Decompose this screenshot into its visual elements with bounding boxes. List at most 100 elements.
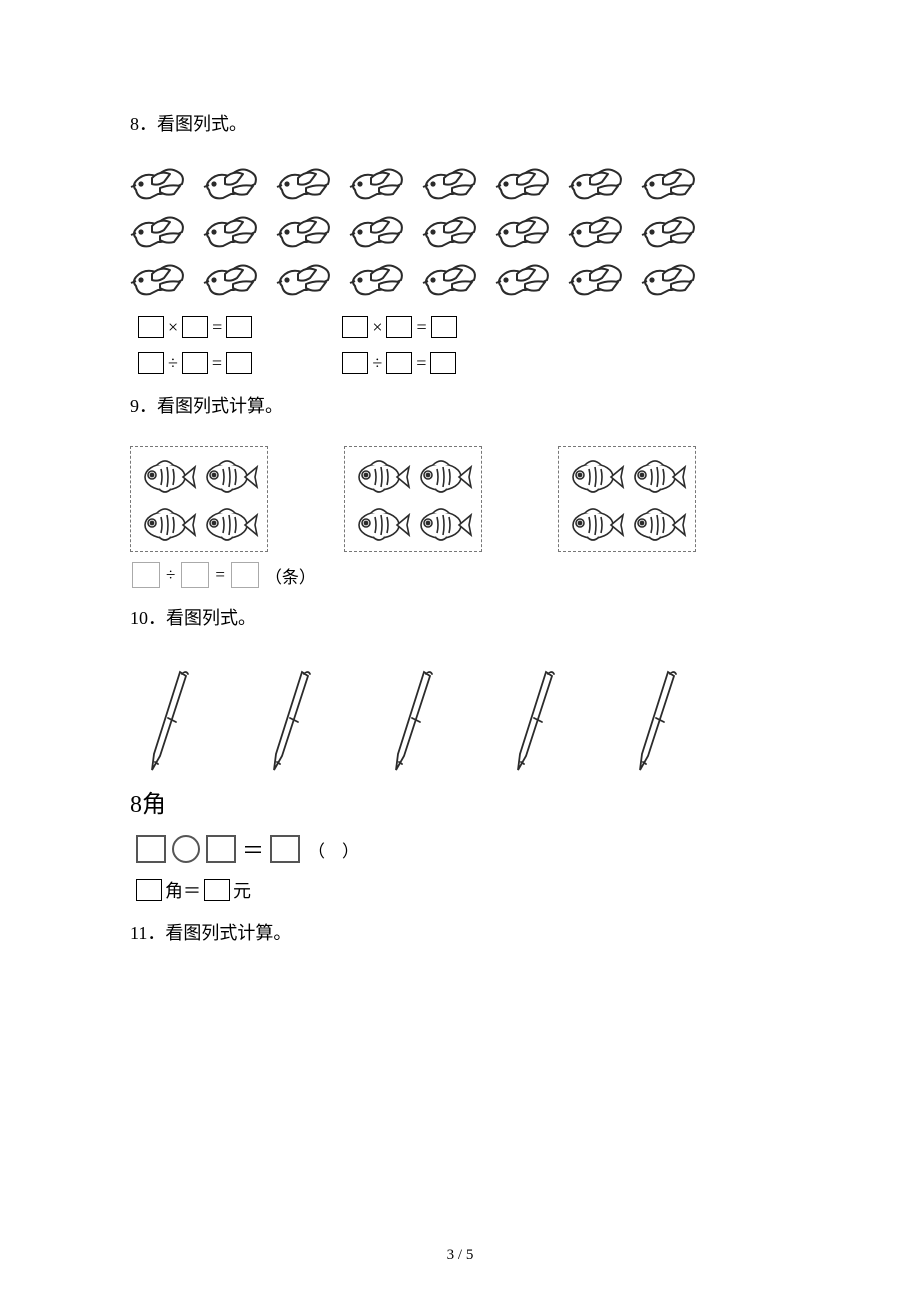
bird-icon-wrap [495, 212, 553, 254]
pen-icon-wrap [382, 666, 442, 776]
bird-icon-wrap [349, 164, 407, 206]
bird-icon-wrap [349, 260, 407, 302]
bird-icon-wrap [130, 260, 188, 302]
bird-icon [130, 164, 188, 206]
unit-label: （条） [265, 563, 316, 588]
op-div: ÷ [166, 565, 175, 585]
bird-icon-wrap [641, 212, 699, 254]
bird-icon-wrap [422, 212, 480, 254]
bird-icon [495, 212, 553, 254]
bird-icon [349, 164, 407, 206]
fish-icon-wrap [353, 453, 411, 497]
pen-icon [382, 666, 442, 776]
q8-bird-row [130, 260, 790, 302]
pen-icon-wrap [504, 666, 564, 776]
bird-icon-wrap [422, 260, 480, 302]
q8-birds-grid [130, 164, 790, 302]
pen-icon-wrap [138, 666, 198, 776]
q10-price: 8角 [130, 784, 790, 819]
answer-box[interactable] [136, 835, 166, 863]
answer-box[interactable] [138, 352, 164, 374]
bird-icon-wrap [203, 164, 261, 206]
answer-box[interactable] [204, 879, 230, 901]
fish-icon-wrap [415, 501, 473, 545]
fish-icon-wrap [629, 501, 687, 545]
fish-icon-wrap [353, 501, 411, 545]
q8-bird-row [130, 164, 790, 206]
bird-icon-wrap [203, 260, 261, 302]
page-number: 3 / 5 [0, 1247, 920, 1264]
answer-box[interactable] [206, 835, 236, 863]
answer-box[interactable] [430, 352, 456, 374]
fish-icon-wrap [415, 453, 473, 497]
pen-icon-wrap [260, 666, 320, 776]
worksheet-page: 8．看图列式。 [0, 0, 920, 1302]
answer-box[interactable] [226, 316, 252, 338]
answer-box[interactable] [138, 316, 164, 338]
bird-icon [349, 212, 407, 254]
bird-icon-wrap [203, 212, 261, 254]
bird-icon [203, 212, 261, 254]
bird-icon-wrap [568, 164, 626, 206]
fish-icon [629, 453, 687, 497]
q9-fish-group [344, 446, 482, 552]
pen-icon [626, 666, 686, 776]
bird-icon-wrap [641, 260, 699, 302]
bird-icon [422, 212, 480, 254]
bird-icon-wrap [276, 164, 334, 206]
bird-icon [568, 164, 626, 206]
fish-icon [139, 501, 197, 545]
bird-icon-wrap [130, 212, 188, 254]
pen-icon [504, 666, 564, 776]
answer-box[interactable] [182, 316, 208, 338]
bird-icon-wrap [422, 164, 480, 206]
answer-box[interactable] [270, 835, 300, 863]
answer-box[interactable] [132, 562, 160, 588]
answer-box[interactable] [181, 562, 209, 588]
q10-title: 10．看图列式。 [130, 604, 790, 630]
bird-icon [495, 164, 553, 206]
q8-eq-left: × = ÷ = [138, 316, 252, 374]
q8-div-left: ÷ = [138, 352, 252, 374]
q8-bird-row [130, 212, 790, 254]
fish-icon [567, 453, 625, 497]
bird-icon-wrap [276, 260, 334, 302]
q8-mult-left: × = [138, 316, 252, 338]
answer-box[interactable] [431, 316, 457, 338]
fish-icon-wrap [567, 453, 625, 497]
bird-icon [276, 164, 334, 206]
op-mult: × [372, 317, 382, 338]
answer-box[interactable] [136, 879, 162, 901]
q9-title: 9．看图列式计算。 [130, 392, 790, 418]
answer-box[interactable] [231, 562, 259, 588]
answer-box[interactable] [226, 352, 252, 374]
q8-eq-right: × = ÷ = [342, 316, 456, 374]
pen-icon-wrap [626, 666, 686, 776]
q8-equations: × = ÷ = × = ÷ [138, 316, 790, 374]
q9-fish-group [130, 446, 268, 552]
fish-icon-wrap [139, 501, 197, 545]
fish-icon [567, 501, 625, 545]
q9-fish-row [130, 446, 790, 552]
fish-icon-wrap [629, 453, 687, 497]
fish-icon [415, 453, 473, 497]
answer-box[interactable] [386, 316, 412, 338]
op-eq: = [212, 317, 222, 338]
op-circle[interactable] [172, 835, 200, 863]
bird-icon [568, 212, 626, 254]
bird-icon [349, 260, 407, 302]
answer-box[interactable] [386, 352, 412, 374]
bird-icon-wrap [495, 164, 553, 206]
answer-box[interactable] [342, 316, 368, 338]
paren-unit: （ ） [308, 837, 359, 862]
bird-icon [276, 260, 334, 302]
bird-icon [495, 260, 553, 302]
q8-mult-right: × = [342, 316, 456, 338]
q11-title: 11．看图列式计算。 [130, 919, 790, 945]
q8-title: 8．看图列式。 [130, 110, 790, 136]
answer-box[interactable] [342, 352, 368, 374]
yuan-label: 元 [233, 877, 251, 903]
answer-box[interactable] [182, 352, 208, 374]
fish-icon [353, 453, 411, 497]
bird-icon-wrap [130, 164, 188, 206]
